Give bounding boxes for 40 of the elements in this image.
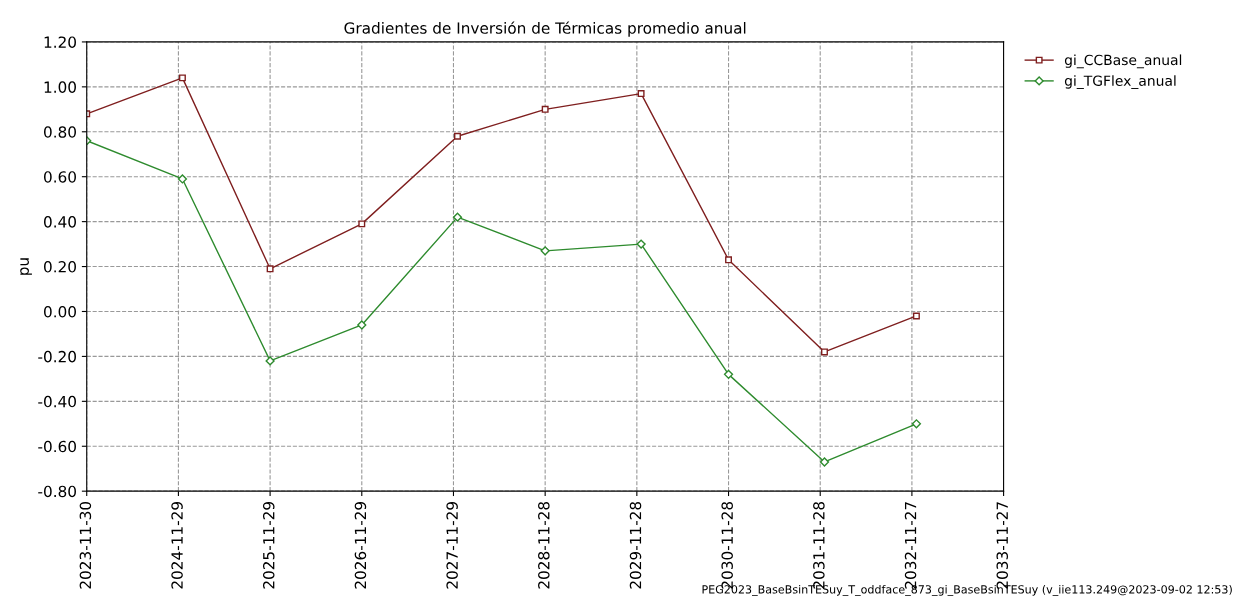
x-tick-label: 2023-11-30 (79, 501, 92, 589)
point (177, 174, 188, 184)
y-tick-label: 1.00 (44, 81, 76, 93)
point (819, 457, 830, 467)
point (178, 74, 186, 82)
y-tick-label: -0.60 (38, 440, 76, 453)
x-tick-label: 2025-11-29 (262, 501, 275, 589)
x-tick-label: 2029-11-28 (629, 501, 642, 589)
y-tick-label: 0.40 (44, 216, 76, 228)
y-tick-label: -0.80 (38, 485, 76, 498)
y-tick-label: 0.20 (44, 261, 76, 273)
x-tick-label: 2027-11-29 (446, 501, 458, 589)
y-tick-label: 0.60 (44, 171, 76, 183)
point (821, 348, 828, 356)
x-tick-label: 2026-11-29 (354, 501, 367, 589)
y-tick-label: -0.40 (38, 395, 76, 408)
point (357, 320, 367, 330)
y-tick-label: 1.20 (44, 36, 76, 48)
legend-label: gi_TGFlex_anual (1064, 75, 1176, 90)
point (911, 419, 922, 429)
x-tick-label: 2024-11-29 (171, 501, 183, 589)
y-tick-label: -0.20 (38, 350, 76, 363)
point (266, 265, 274, 273)
point (265, 356, 275, 366)
legend-label: gi_CCBase_anual (1064, 54, 1182, 69)
y-tick-label: 0.80 (44, 126, 76, 138)
chart-title: Gradientes de Inversión de Térmicas promedio anual (344, 21, 746, 37)
point (452, 212, 463, 222)
point (636, 239, 646, 249)
point (454, 132, 461, 140)
point (725, 256, 733, 264)
y-tick-label: 0.00 (44, 305, 76, 318)
point (637, 90, 645, 98)
y-axis-title: pu (20, 258, 32, 275)
point (912, 312, 920, 320)
point (541, 105, 549, 113)
point (723, 369, 734, 379)
point (540, 246, 550, 256)
x-tick-label: 2028-11-28 (538, 501, 550, 589)
point (358, 220, 366, 228)
